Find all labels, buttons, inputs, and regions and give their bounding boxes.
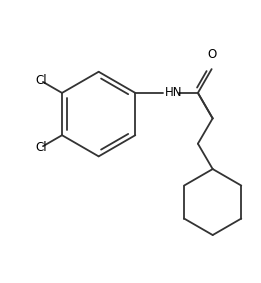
Text: Cl: Cl bbox=[35, 141, 47, 154]
Text: Cl: Cl bbox=[35, 74, 47, 87]
Text: O: O bbox=[207, 48, 216, 61]
Text: HN: HN bbox=[165, 86, 182, 99]
